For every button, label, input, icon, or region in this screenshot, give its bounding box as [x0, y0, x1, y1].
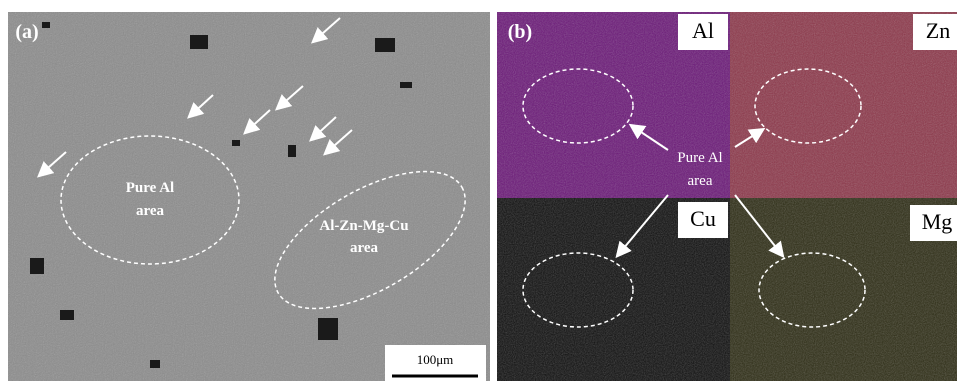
panel-b: (b) Pure Al area Al Zn Cu Mg: [497, 12, 957, 381]
panel-label: (b): [508, 21, 532, 43]
element-label: Zn: [926, 18, 950, 43]
annotation: Al-Zn-Mg-Cu: [319, 218, 408, 234]
annotation: area: [350, 240, 379, 256]
texture: [8, 12, 490, 381]
panel-label: (a): [15, 21, 38, 43]
element-label: Al: [692, 18, 714, 43]
element-label: Mg: [922, 209, 953, 234]
element-label: Cu: [690, 206, 716, 231]
scale-label: 100μm: [417, 352, 454, 367]
annotation: area: [136, 203, 165, 219]
annotation: area: [688, 173, 713, 189]
annotation: Pure Al: [126, 180, 174, 196]
annotation: Pure Al: [677, 150, 722, 166]
panel-a: (a) Pure Al area Al-Zn-Mg-Cu area 100μm: [8, 12, 490, 381]
figure: (a) Pure Al area Al-Zn-Mg-Cu area 100μm …: [0, 0, 957, 381]
